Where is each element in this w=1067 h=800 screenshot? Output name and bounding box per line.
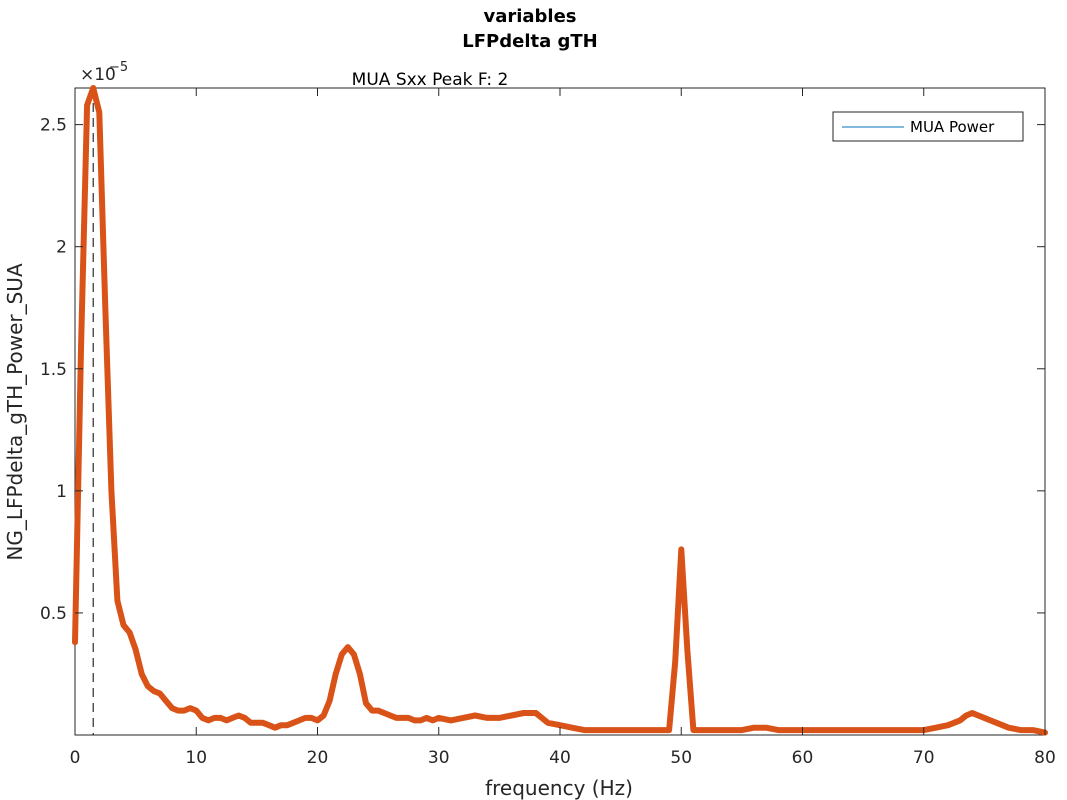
- axes-title: MUA Sxx Peak F: 2: [352, 70, 509, 90]
- x-tick-label: 20: [307, 748, 329, 768]
- figure-title-line1: variables: [483, 6, 576, 27]
- y-tick-label: 2.5: [40, 116, 67, 136]
- legend-entry: MUA Power: [910, 118, 995, 136]
- series-line-0: [72, 85, 1048, 736]
- figure-title-line2: LFPdelta gTH: [462, 31, 597, 52]
- x-tick-label: 40: [549, 748, 571, 768]
- axes-box: [74, 87, 1046, 736]
- x-tick-label: 60: [792, 748, 814, 768]
- y-exponent-label: ×10 −5: [80, 60, 128, 85]
- y-exponent-base: ×10: [80, 65, 116, 85]
- y-tick-label: 2: [56, 238, 67, 258]
- x-tick-label: 30: [428, 748, 450, 768]
- x-tick-label: 0: [70, 748, 81, 768]
- x-axis-label: frequency (Hz): [485, 776, 633, 800]
- x-tick-label: 70: [913, 748, 935, 768]
- plot-area: [72, 85, 1048, 736]
- y-exponent-power: −5: [109, 60, 128, 75]
- x-tick-label: 50: [670, 748, 692, 768]
- legend: MUA Power: [832, 111, 1024, 142]
- y-tick-label: 1: [56, 482, 67, 502]
- y-tick-label: 0.5: [40, 604, 67, 624]
- axis-tick-labels: 0 10 20 30 40 50 60 70 80 0.5 1 1.5 2 2.5: [40, 116, 1056, 768]
- axis-ticks: [74, 88, 1046, 735]
- x-tick-label: 80: [1034, 748, 1056, 768]
- y-tick-label: 1.5: [40, 360, 67, 380]
- x-tick-label: 10: [185, 748, 207, 768]
- y-axis-label: NG_LFPdelta_gTH_Power_SUA: [3, 263, 27, 561]
